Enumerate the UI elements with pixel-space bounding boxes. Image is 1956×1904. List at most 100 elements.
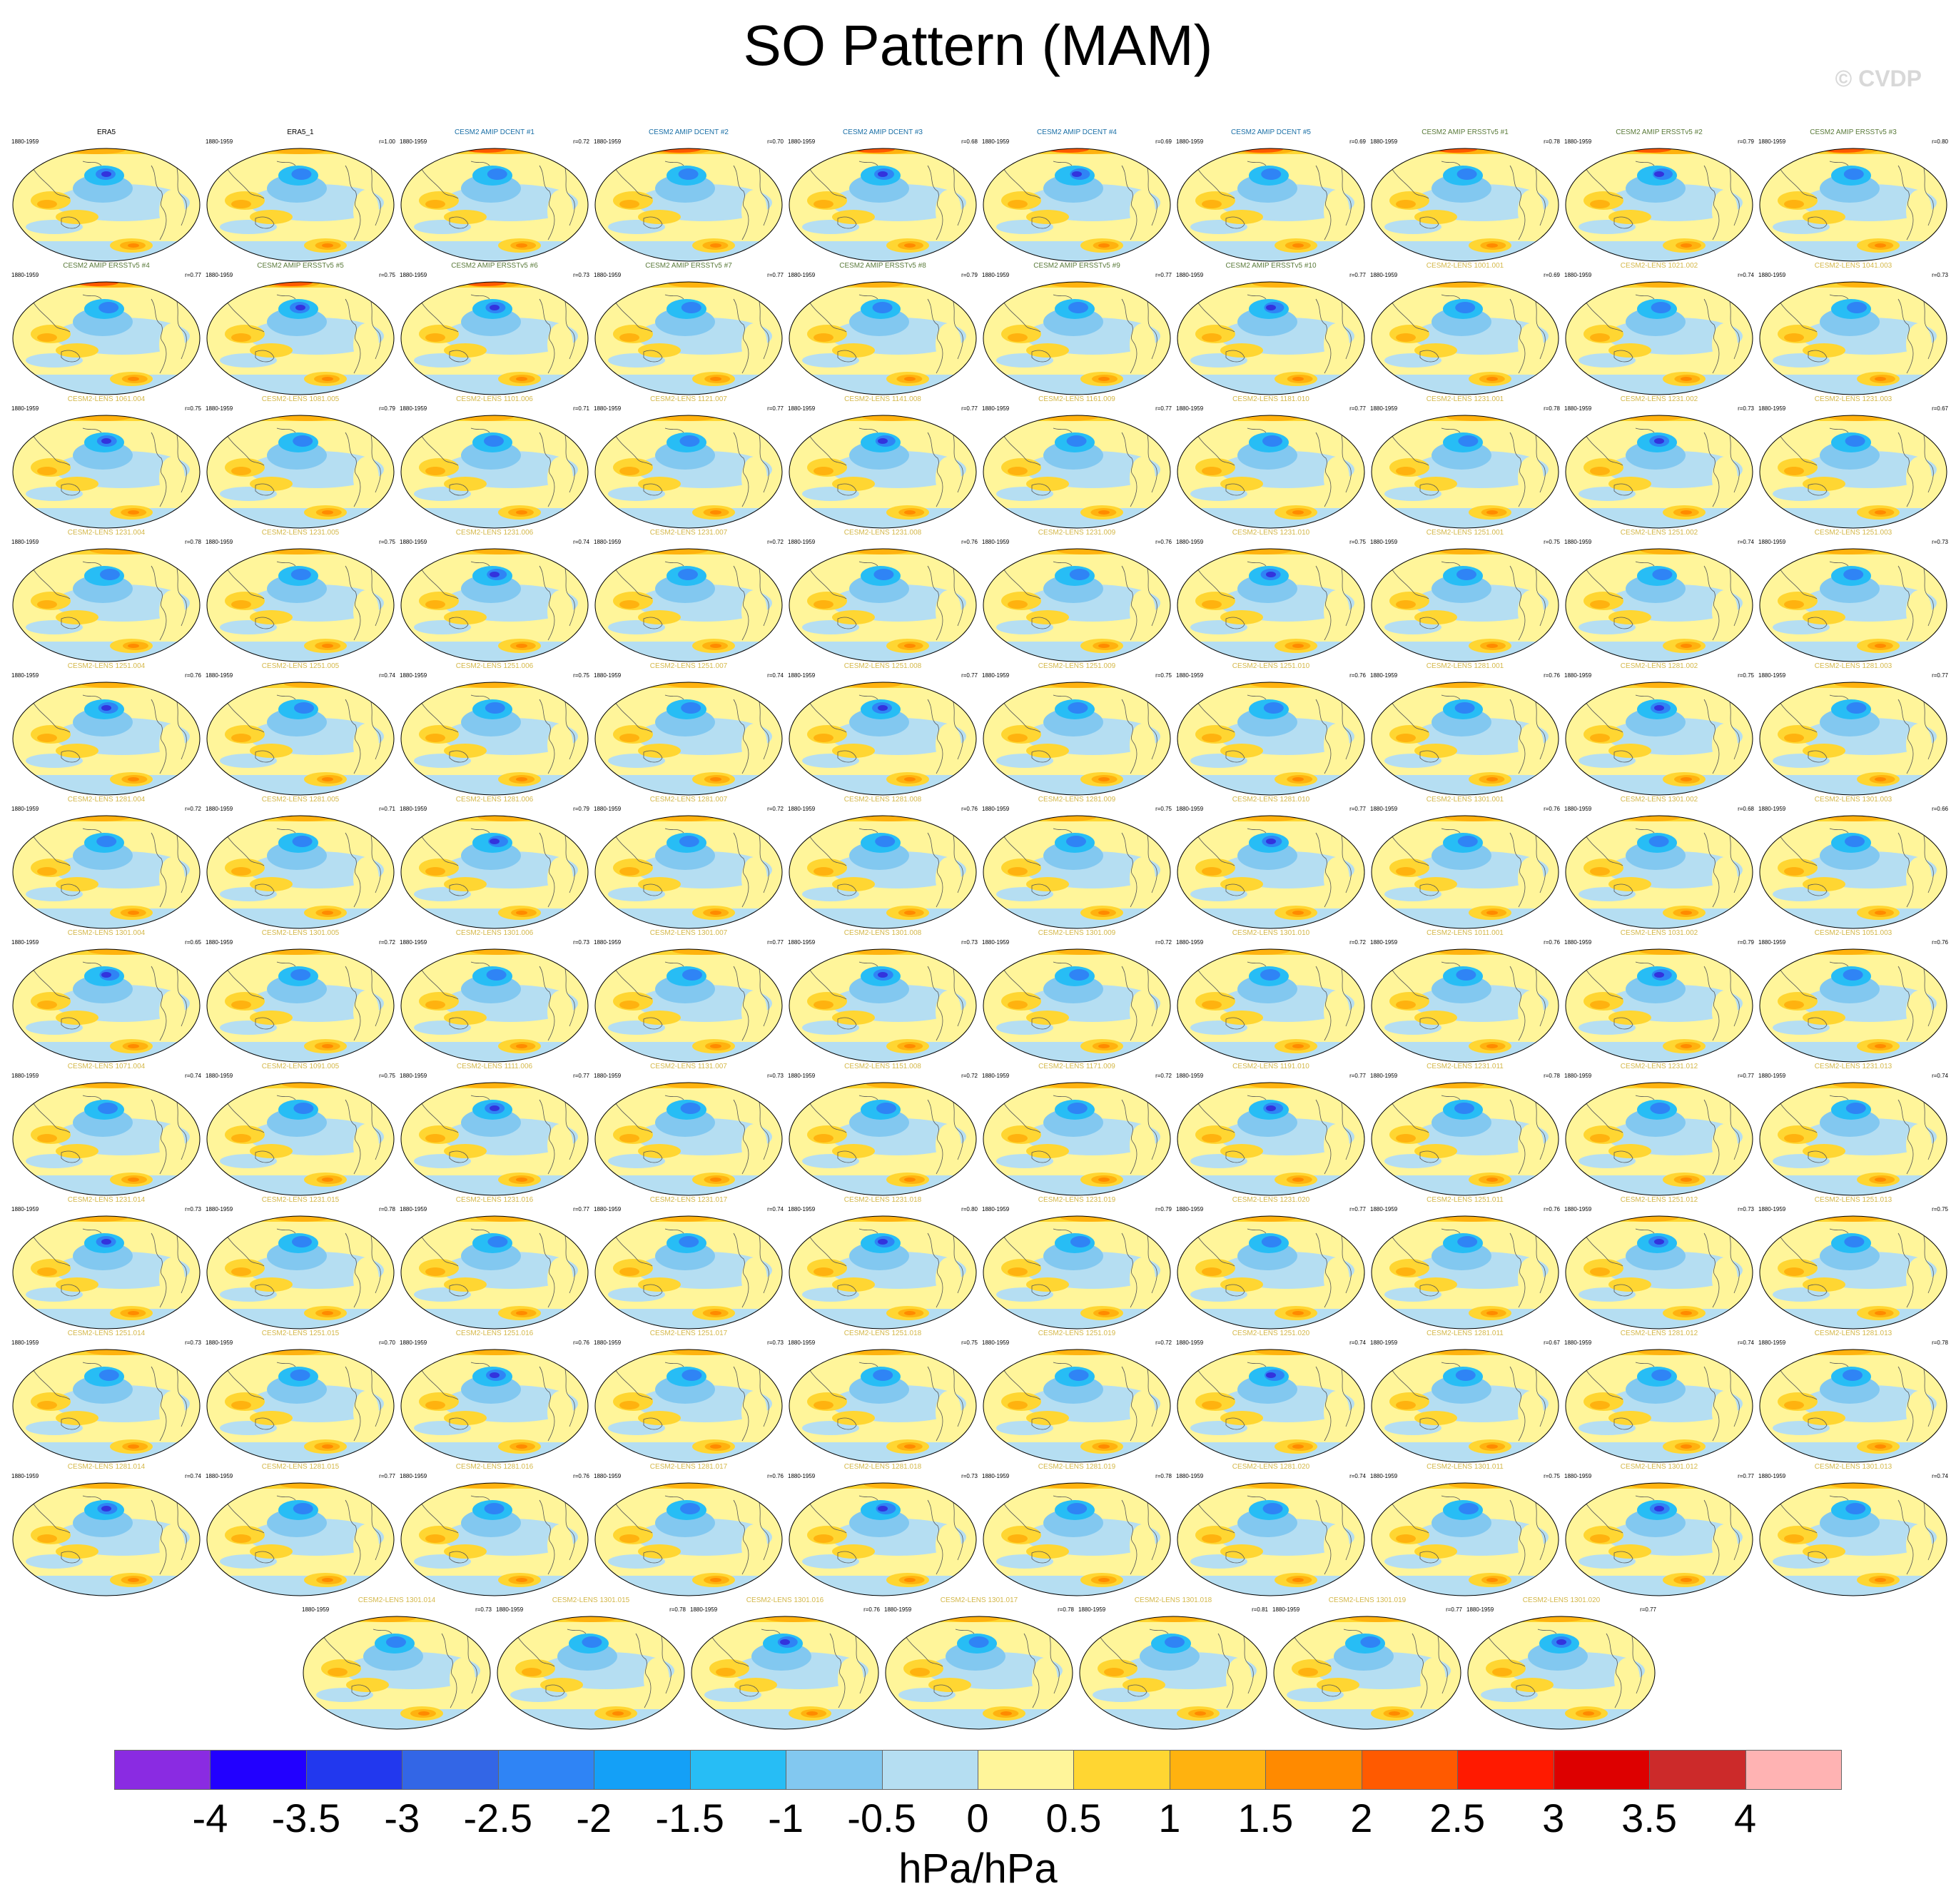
map-panel: CESM2-LENS 1251.002 1880-1959 r=0.74 bbox=[1563, 529, 1755, 664]
global-map bbox=[12, 682, 201, 796]
colorbar-tick-label: -1 bbox=[768, 1796, 804, 1840]
panel-correlation: r=0.77 bbox=[767, 272, 784, 278]
panel-title: CESM2-LENS 1301.006 bbox=[455, 929, 534, 937]
panel-period: 1880-1959 bbox=[788, 1073, 816, 1079]
global-map bbox=[206, 281, 395, 395]
map-panel: CESM2-LENS 1011.001 1880-1959 r=0.76 bbox=[1369, 929, 1561, 1065]
map-panel: CESM2-LENS 1231.015 1880-1959 r=0.78 bbox=[204, 1196, 397, 1332]
panel-title: CESM2-LENS 1091.005 bbox=[261, 1063, 340, 1070]
panel-title: CESM2-LENS 1251.012 bbox=[1620, 1196, 1698, 1204]
global-map bbox=[983, 1482, 1171, 1596]
global-map bbox=[1371, 1215, 1559, 1330]
map-panel: CESM2-LENS 1091.005 1880-1959 r=0.75 bbox=[204, 1063, 397, 1198]
panel-title: CESM2-LENS 1021.002 bbox=[1620, 262, 1698, 270]
panel-correlation: r=0.80 bbox=[1932, 138, 1948, 145]
panel-correlation: r=0.77 bbox=[1640, 1606, 1656, 1613]
panel-period: 1880-1959 bbox=[1176, 806, 1204, 812]
panel-title: CESM2-LENS 1231.002 bbox=[1620, 395, 1698, 403]
panel-title: CESM2-LENS 1301.014 bbox=[358, 1596, 436, 1604]
global-map bbox=[1759, 148, 1947, 262]
panel-title: CESM2-LENS 1061.004 bbox=[67, 395, 146, 403]
map-panel: CESM2-LENS 1251.007 1880-1959 r=0.74 bbox=[592, 662, 785, 798]
map-panel: CESM2 AMIP ERSSTv5 #8 1880-1959 r=0.79 bbox=[786, 262, 979, 397]
panel-correlation: r=0.65 bbox=[185, 939, 201, 946]
panel-period: 1880-1959 bbox=[1370, 939, 1398, 946]
panel-title: CESM2-LENS 1251.013 bbox=[1814, 1196, 1892, 1204]
panel-title: CESM2-LENS 1301.016 bbox=[746, 1596, 824, 1604]
colorbar-swatch bbox=[1745, 1750, 1842, 1790]
panel-title: CESM2-LENS 1151.008 bbox=[844, 1063, 921, 1070]
global-map bbox=[400, 948, 589, 1063]
panel-title: CESM2-LENS 1301.019 bbox=[1328, 1596, 1407, 1604]
panel-period: 1880-1959 bbox=[1370, 539, 1398, 545]
panel-title: CESM2-LENS 1231.006 bbox=[455, 529, 534, 537]
panel-correlation: r=0.81 bbox=[1252, 1606, 1268, 1613]
map-panel: CESM2-LENS 1181.010 1880-1959 r=0.77 bbox=[1175, 395, 1367, 531]
map-panel: CESM2-LENS 1051.003 1880-1959 r=0.76 bbox=[1757, 929, 1950, 1065]
panel-title: CESM2-LENS 1251.010 bbox=[1232, 662, 1310, 670]
panel-correlation: r=0.78 bbox=[185, 539, 201, 545]
map-panel: CESM2-LENS 1231.011 1880-1959 r=0.78 bbox=[1369, 1063, 1561, 1198]
panel-correlation: r=0.77 bbox=[573, 1073, 589, 1079]
panel-correlation: r=0.73 bbox=[185, 1206, 201, 1212]
map-panel: CESM2-LENS 1141.008 1880-1959 r=0.77 bbox=[786, 395, 979, 531]
map-panel: CESM2-LENS 1121.007 1880-1959 r=0.77 bbox=[592, 395, 785, 531]
panel-title: CESM2-LENS 1181.010 bbox=[1232, 395, 1309, 403]
global-map bbox=[1177, 548, 1365, 662]
map-panel: CESM2-LENS 1301.012 1880-1959 r=0.77 bbox=[1563, 1463, 1755, 1599]
map-panel: CESM2-LENS 1171.009 1880-1959 r=0.72 bbox=[980, 1063, 1173, 1198]
panel-correlation: r=0.74 bbox=[767, 672, 784, 679]
panel-title: CESM2-LENS 1141.008 bbox=[844, 395, 921, 403]
panel-period: 1880-1959 bbox=[982, 672, 1010, 679]
panel-period: 1880-1959 bbox=[1176, 1073, 1204, 1079]
panel-correlation: r=0.73 bbox=[1738, 1206, 1754, 1212]
global-map bbox=[594, 815, 783, 929]
panel-period: 1880-1959 bbox=[1564, 1473, 1592, 1479]
global-map bbox=[206, 948, 395, 1063]
global-map bbox=[983, 1215, 1171, 1330]
panel-correlation: r=0.80 bbox=[961, 1206, 978, 1212]
map-panel: CESM2-LENS 1231.002 1880-1959 r=0.73 bbox=[1563, 395, 1755, 531]
global-map bbox=[789, 1082, 977, 1196]
global-map bbox=[1759, 415, 1947, 529]
colorbar-swatch bbox=[1649, 1750, 1746, 1790]
panel-period: 1880-1959 bbox=[594, 272, 622, 278]
global-map bbox=[400, 415, 589, 529]
global-map bbox=[1565, 1215, 1753, 1330]
panel-period: 1880-1959 bbox=[1758, 806, 1786, 812]
panel-title: CESM2-LENS 1231.014 bbox=[67, 1196, 146, 1204]
panel-period: 1880-1959 bbox=[11, 138, 39, 145]
map-panel: CESM2 AMIP ERSSTv5 #6 1880-1959 r=0.73 bbox=[398, 262, 591, 397]
panel-title: CESM2-LENS 1161.009 bbox=[1038, 395, 1115, 403]
panel-title: CESM2-LENS 1231.019 bbox=[1038, 1196, 1116, 1204]
global-map bbox=[206, 815, 395, 929]
map-panel: CESM2-LENS 1081.005 1880-1959 r=0.79 bbox=[204, 395, 397, 531]
map-panel: CESM2-LENS 1231.004 1880-1959 r=0.78 bbox=[10, 529, 203, 664]
panel-period: 1880-1959 bbox=[302, 1606, 330, 1613]
map-panel: CESM2-LENS 1251.016 1880-1959 r=0.76 bbox=[398, 1330, 591, 1465]
panel-period: 1880-1959 bbox=[206, 1206, 233, 1212]
global-map bbox=[206, 1349, 395, 1463]
global-map bbox=[1177, 148, 1365, 262]
global-map bbox=[1371, 548, 1559, 662]
panel-period: 1880-1959 bbox=[788, 672, 816, 679]
panel-title: CESM2 AMIP DCENT #3 bbox=[843, 128, 923, 136]
colorbar-swatch bbox=[305, 1750, 403, 1790]
map-panel: CESM2-LENS 1301.017 1880-1959 r=0.78 bbox=[883, 1596, 1075, 1732]
panel-title: CESM2-LENS 1231.003 bbox=[1814, 395, 1892, 403]
panel-title: CESM2-LENS 1281.016 bbox=[455, 1463, 534, 1471]
panel-correlation: r=0.71 bbox=[379, 806, 395, 812]
panel-title: CESM2-LENS 1231.013 bbox=[1814, 1063, 1892, 1070]
global-map bbox=[983, 682, 1171, 796]
global-map bbox=[594, 148, 783, 262]
colorbar-tick-label: 4 bbox=[1733, 1796, 1757, 1840]
panel-period: 1880-1959 bbox=[1370, 806, 1398, 812]
panel-correlation: r=0.73 bbox=[1932, 539, 1948, 545]
colorbar bbox=[114, 1750, 1842, 1791]
panel-title: CESM2 AMIP ERSSTv5 #5 bbox=[257, 262, 344, 270]
panel-period: 1880-1959 bbox=[1466, 1606, 1494, 1613]
map-panel: CESM2-LENS 1191.010 1880-1959 r=0.77 bbox=[1175, 1063, 1367, 1198]
map-panel: CESM2-LENS 1301.020 1880-1959 r=0.77 bbox=[1465, 1596, 1658, 1732]
panel-correlation: r=0.68 bbox=[961, 138, 978, 145]
global-map bbox=[983, 1349, 1171, 1463]
